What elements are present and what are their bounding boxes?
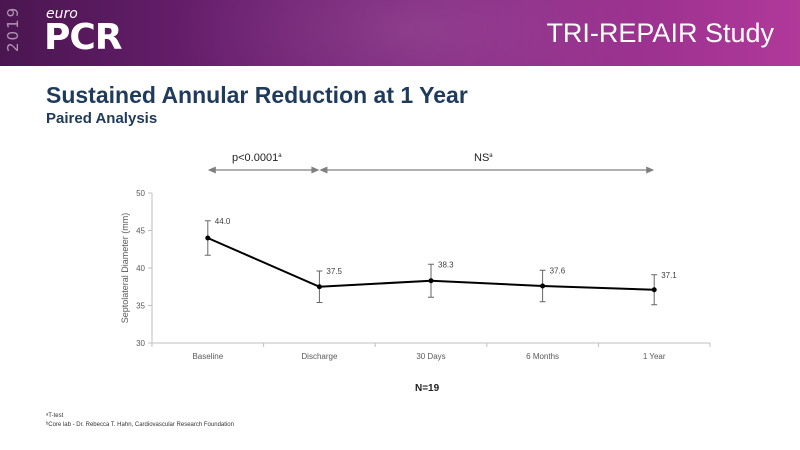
data-label: 37.1 (661, 271, 677, 280)
data-label: 37.5 (326, 267, 342, 276)
ns-label: NSa (474, 152, 493, 164)
data-point (540, 283, 546, 289)
ns-arrow-head-left (319, 166, 328, 174)
data-label: 38.3 (438, 260, 454, 269)
data-point (428, 278, 434, 284)
footnote-core-lab: ᵇCore lab - Dr. Rebecca T. Hahn, Cardiov… (46, 422, 234, 428)
x-tick-label: 1 Year (643, 352, 666, 361)
ns-text: NS (474, 152, 489, 164)
header-banner: 2019 euro PCR TRI-REPAIR Study (0, 0, 800, 66)
y-tick-label: 40 (136, 264, 145, 273)
logo-euro: euro (46, 6, 78, 22)
slide-subtitle: Paired Analysis (46, 110, 158, 127)
y-axis-title: Septolateral Diameter (mm) (120, 213, 130, 324)
x-tick-label: Discharge (301, 352, 338, 361)
x-tick-label: 30 Days (416, 352, 445, 361)
data-label: 37.6 (550, 266, 566, 275)
p-value-arrow-head-right (311, 166, 320, 174)
x-tick-label: Baseline (192, 352, 223, 361)
y-tick-label: 50 (136, 189, 145, 198)
ns-superscript: a (489, 153, 493, 159)
data-point (651, 287, 657, 293)
p-value-label: p<0.0001a (232, 152, 282, 164)
logo-pcr: PCR (44, 17, 123, 58)
p-value-arrow-head-left (207, 166, 216, 174)
sample-size-label: N=19 (415, 383, 440, 394)
y-tick-label: 35 (136, 302, 145, 311)
chart-axes: 30 35 40 45 50 Baseline Discharge 30 Days 6 Mont… (120, 189, 711, 361)
p-value-text: p<0.0001 (232, 152, 278, 164)
data-point (205, 235, 211, 241)
x-tick-label: 6 Months (526, 352, 559, 361)
significance-annotations: p<0.0001a NSa (207, 152, 655, 174)
data-point (316, 284, 322, 290)
data-label: 44.0 (215, 217, 231, 226)
y-tick-label: 45 (136, 227, 145, 236)
y-tick-label: 30 (136, 339, 145, 348)
study-title: TRI-REPAIR Study (546, 18, 774, 48)
p-value-superscript: a (278, 153, 282, 159)
chart-marks: 44.0 37.5 38.3 37.6 37.1 (204, 217, 677, 306)
footnote-t-test: ᵃT-test (46, 413, 64, 419)
ns-arrow-head-right (646, 166, 655, 174)
slide-title: Sustained Annular Reduction at 1 Year (46, 82, 468, 108)
